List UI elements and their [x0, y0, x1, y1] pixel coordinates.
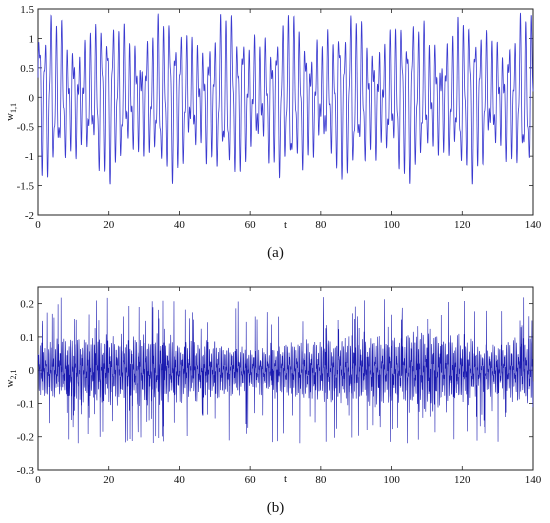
y-tick-label: -0.5 [17, 122, 35, 134]
chart-b-series-line [37, 297, 534, 444]
y-tick-label: -1.5 [17, 181, 35, 193]
x-tick-label: 140 [525, 219, 542, 231]
y-tick-label: -0.2 [17, 432, 34, 444]
y-tick-label: 0 [29, 365, 35, 377]
chart-a-series-line [37, 12, 534, 185]
chart-b-y-axis-label: w2,1 [4, 370, 18, 388]
x-tick-label: 80 [315, 474, 327, 486]
x-tick-label: 40 [174, 219, 186, 231]
y-tick-label: 0.5 [20, 63, 34, 75]
chart-b-plot-frame [37, 286, 534, 471]
x-tick-label: 60 [245, 219, 257, 231]
x-tick-label: 60 [245, 474, 257, 486]
chart-a-y-axis-label-sub: 1,1 [9, 103, 18, 113]
x-tick-label: 40 [174, 474, 186, 486]
chart-a-plot-frame [37, 8, 534, 216]
x-tick-label: 20 [103, 474, 115, 486]
x-tick-label: 140 [525, 474, 542, 486]
x-tick-label: 120 [454, 474, 471, 486]
y-tick-label: -2 [25, 210, 34, 222]
chart-a-y-axis-label-main: w [4, 113, 16, 121]
chart-a-caption: (a) [267, 245, 284, 261]
y-tick-label: 0.2 [20, 299, 34, 311]
chart-a-ticks: 0 20 40 60 80 100 120 140 -2 -1.5 -1 -0.5 0 0.5 1 1.5 [17, 4, 542, 231]
y-tick-label: 0 [29, 92, 35, 104]
chart-a-x-axis-label: t [284, 219, 287, 231]
y-tick-label: -0.3 [17, 465, 35, 477]
chart-b-caption: (b) [267, 500, 285, 516]
chart-a-y-axis-label: w1,1 [4, 103, 18, 121]
chart-b-y-axis-label-sub: 2,1 [9, 370, 18, 380]
chart-b-x-axis-label: t [284, 473, 287, 485]
y-tick-label: 1.5 [20, 4, 34, 16]
chart-b-ticks: 0 20 40 60 80 100 120 140 -0.3 -0.2 -0.1 0 0.1 0.2 [17, 287, 542, 486]
x-tick-label: 120 [454, 219, 471, 231]
y-tick-label: -1 [25, 151, 34, 163]
chart-b: 0 20 40 60 80 100 120 140-0.3-0.2-0.100.10.2 t … [4, 286, 542, 516]
x-tick-label: 100 [383, 219, 400, 231]
x-tick-label: 0 [35, 219, 41, 231]
chart-b-y-axis-label-main: w [4, 379, 16, 387]
x-tick-label: 80 [315, 219, 327, 231]
y-tick-label: 1 [29, 33, 35, 45]
y-tick-label: 0.1 [20, 332, 34, 344]
y-tick-label: -0.1 [17, 398, 34, 410]
x-tick-label: 100 [383, 474, 400, 486]
x-tick-label: 20 [103, 219, 115, 231]
chart-a: 0 20 40 60 80 100 120 140 -2 -1.5 -1 -0.5 0 0.5 1 1.5 t… [4, 4, 542, 261]
x-tick-label: 0 [35, 474, 41, 486]
